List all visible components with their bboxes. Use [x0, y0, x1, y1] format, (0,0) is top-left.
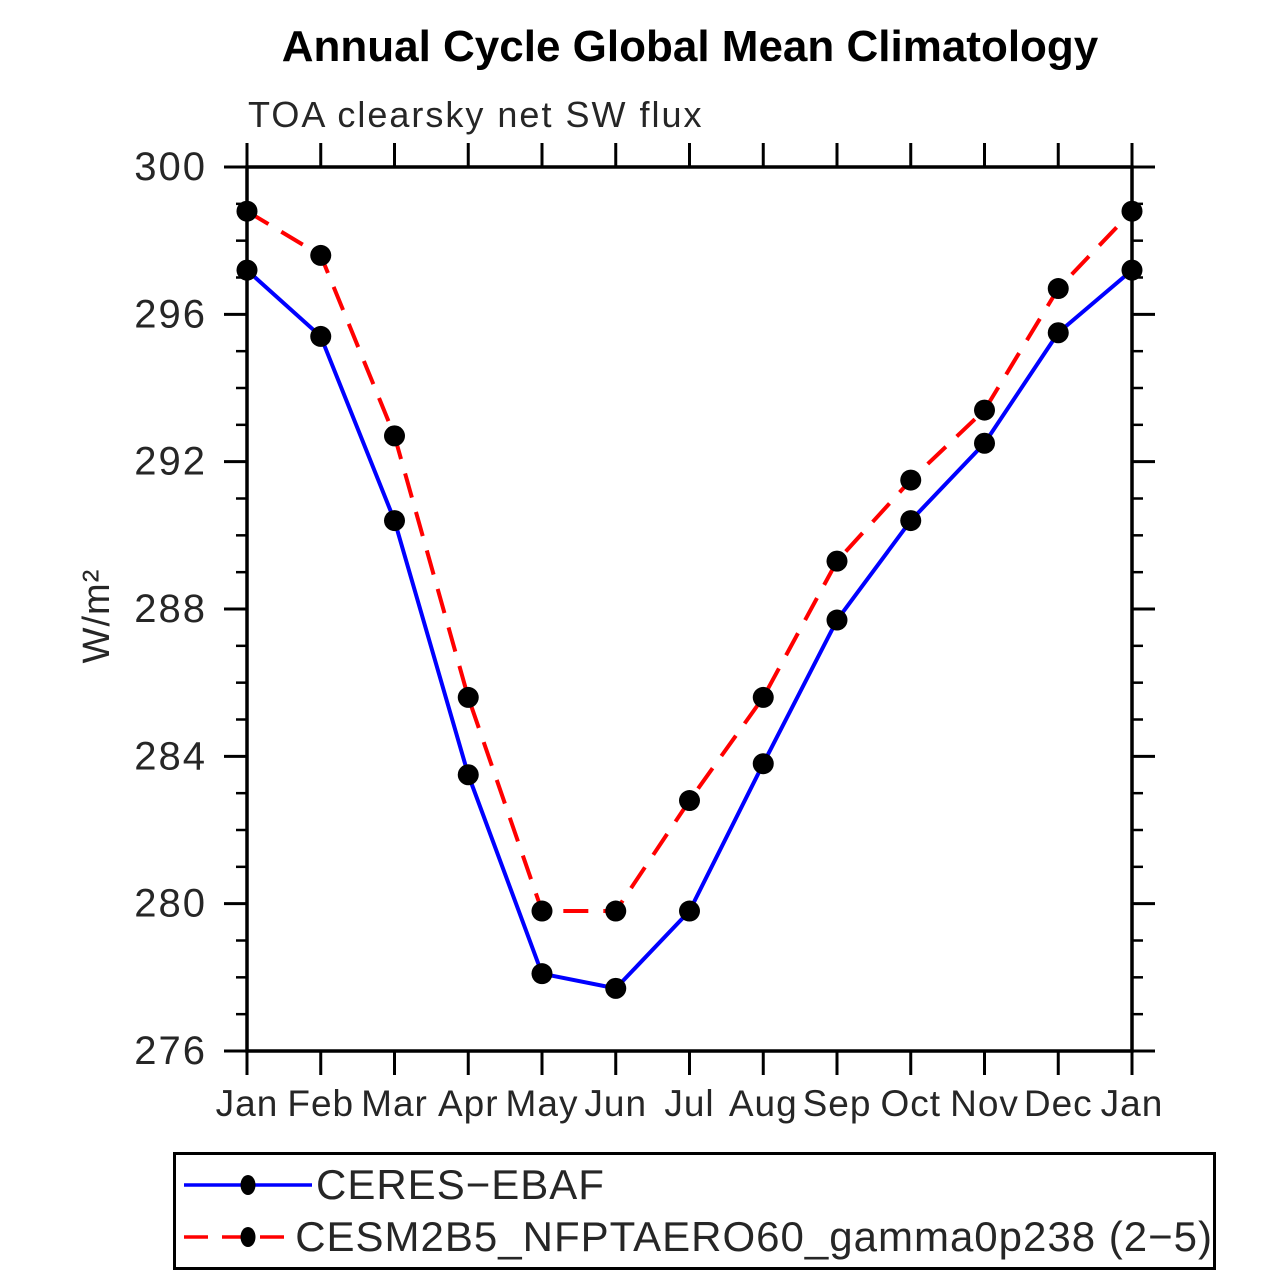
data-point-marker	[457, 764, 479, 786]
y-tick-label: 292	[134, 440, 207, 484]
x-tick-label: Jan	[216, 1083, 279, 1124]
data-point-marker	[236, 259, 258, 281]
x-tick-label: Dec	[1024, 1083, 1093, 1124]
x-tick-label: Aug	[729, 1083, 798, 1124]
y-tick-label: 280	[134, 882, 207, 926]
legend-box: CERES−EBAF CESM2B5_NFPTAERO60_gamma0p238…	[173, 1152, 1216, 1270]
legend-label-ceres: CERES−EBAF	[316, 1161, 605, 1208]
y-tick-label: 276	[134, 1029, 207, 1073]
series-line-0	[245, 268, 1134, 991]
data-point-marker	[310, 244, 332, 266]
data-point-marker	[752, 753, 774, 775]
x-tick-label: Apr	[438, 1083, 499, 1124]
data-point-marker	[236, 200, 258, 222]
data-point-marker	[605, 977, 627, 999]
x-tick-label: Jun	[584, 1083, 647, 1124]
data-point-marker	[826, 550, 848, 572]
x-tick-label: Feb	[287, 1083, 354, 1124]
data-point-marker	[457, 686, 479, 708]
legend-item-ceres: CERES−EBAF	[180, 1159, 1213, 1211]
data-point-marker	[679, 790, 700, 812]
y-tick-label: 300	[134, 145, 207, 189]
data-point-marker	[1047, 322, 1069, 344]
data-point-marker	[1121, 259, 1143, 281]
x-tick-label: Jul	[664, 1083, 714, 1124]
x-tick-label: Sep	[803, 1083, 872, 1124]
data-point-marker	[974, 399, 995, 421]
legend-line-dashed-icon	[184, 1227, 294, 1247]
data-point-marker	[900, 510, 922, 532]
data-point-marker	[679, 900, 700, 922]
legend-line-solid-icon	[184, 1175, 312, 1195]
x-tick-label: Oct	[880, 1083, 941, 1124]
legend-label-cesm: CESM2B5_NFPTAERO60_gamma0p238 (2−5)	[295, 1213, 1213, 1260]
data-point-marker	[974, 432, 995, 454]
data-point-marker	[1121, 200, 1143, 222]
chart-subtitle: TOA clearsky net SW flux	[248, 94, 704, 135]
y-tick-label: 296	[134, 292, 207, 336]
x-tick-label: Mar	[361, 1083, 428, 1124]
legend-item-cesm: CESM2B5_NFPTAERO60_gamma0p238 (2−5)	[180, 1211, 1213, 1263]
data-point-marker	[310, 325, 332, 347]
data-point-marker	[531, 900, 553, 922]
data-point-marker	[752, 686, 774, 708]
y-tick-label: 288	[134, 587, 207, 631]
x-tick-label: Jan	[1101, 1083, 1164, 1124]
chart-title: Annual Cycle Global Mean Climatology	[281, 22, 1099, 71]
data-point-marker	[826, 609, 848, 631]
data-point-marker	[605, 900, 627, 922]
data-point-marker	[1047, 278, 1069, 300]
x-tick-label: Nov	[950, 1083, 1019, 1124]
data-point-marker	[384, 510, 405, 532]
data-point-marker	[384, 425, 405, 447]
x-tick-label: May	[506, 1083, 579, 1124]
data-point-marker	[531, 963, 553, 985]
y-tick-label: 284	[134, 734, 207, 778]
data-point-marker	[900, 469, 922, 491]
